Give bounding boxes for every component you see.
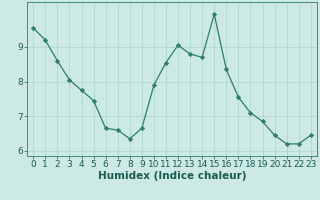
X-axis label: Humidex (Indice chaleur): Humidex (Indice chaleur) xyxy=(98,171,246,181)
